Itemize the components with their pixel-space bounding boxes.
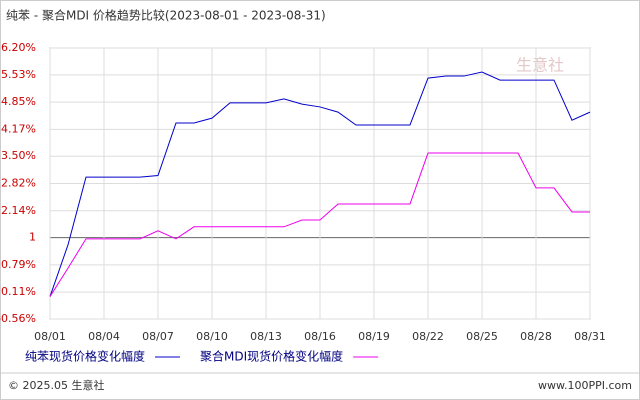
y-tick-label: 0.79% [1, 258, 36, 271]
y-tick-label: 2.82% [1, 177, 36, 190]
series-line [49, 71, 591, 297]
y-tick-label: 4.85% [1, 95, 36, 108]
x-tick-label: 08/19 [358, 330, 390, 343]
y-tick-label: 3.50% [1, 149, 36, 162]
x-tick-label: 08/04 [88, 330, 120, 343]
x-tick-label: 08/10 [196, 330, 228, 343]
y-tick-label: -0.56% [0, 312, 36, 325]
x-tick-label: 08/16 [304, 330, 336, 343]
x-tick-label: 08/22 [412, 330, 444, 343]
legend-label: 纯苯现货价格变化幅度 [25, 349, 145, 364]
footer-right: www.100PPI.com [538, 379, 632, 392]
chart-title: 纯苯 - 聚合MDI 价格趋势比较(2023-08-01 - 2023-08-3… [6, 8, 326, 23]
y-tick-label: 6.20% [1, 41, 36, 54]
x-tick-label: 08/13 [250, 330, 282, 343]
series-line [49, 152, 590, 297]
x-tick-label: 08/01 [34, 330, 66, 343]
footer-left: © 2025.05 生意社 [8, 378, 104, 392]
y-tick-label: 5.53% [1, 68, 36, 81]
y-tick-label: 4.17% [1, 122, 36, 135]
x-tick-label: 08/31 [574, 330, 606, 343]
y-tick-label: 1 [29, 231, 36, 244]
x-tick-label: 08/25 [466, 330, 498, 343]
legend-label: 聚合MDI现货价格变化幅度 [200, 349, 343, 364]
y-tick-label: 2.14% [1, 204, 36, 217]
watermark: 生意社 [516, 56, 564, 75]
x-tick-label: 08/28 [520, 330, 552, 343]
x-tick-label: 08/07 [142, 330, 174, 343]
y-tick-label: 0.11% [1, 285, 36, 298]
